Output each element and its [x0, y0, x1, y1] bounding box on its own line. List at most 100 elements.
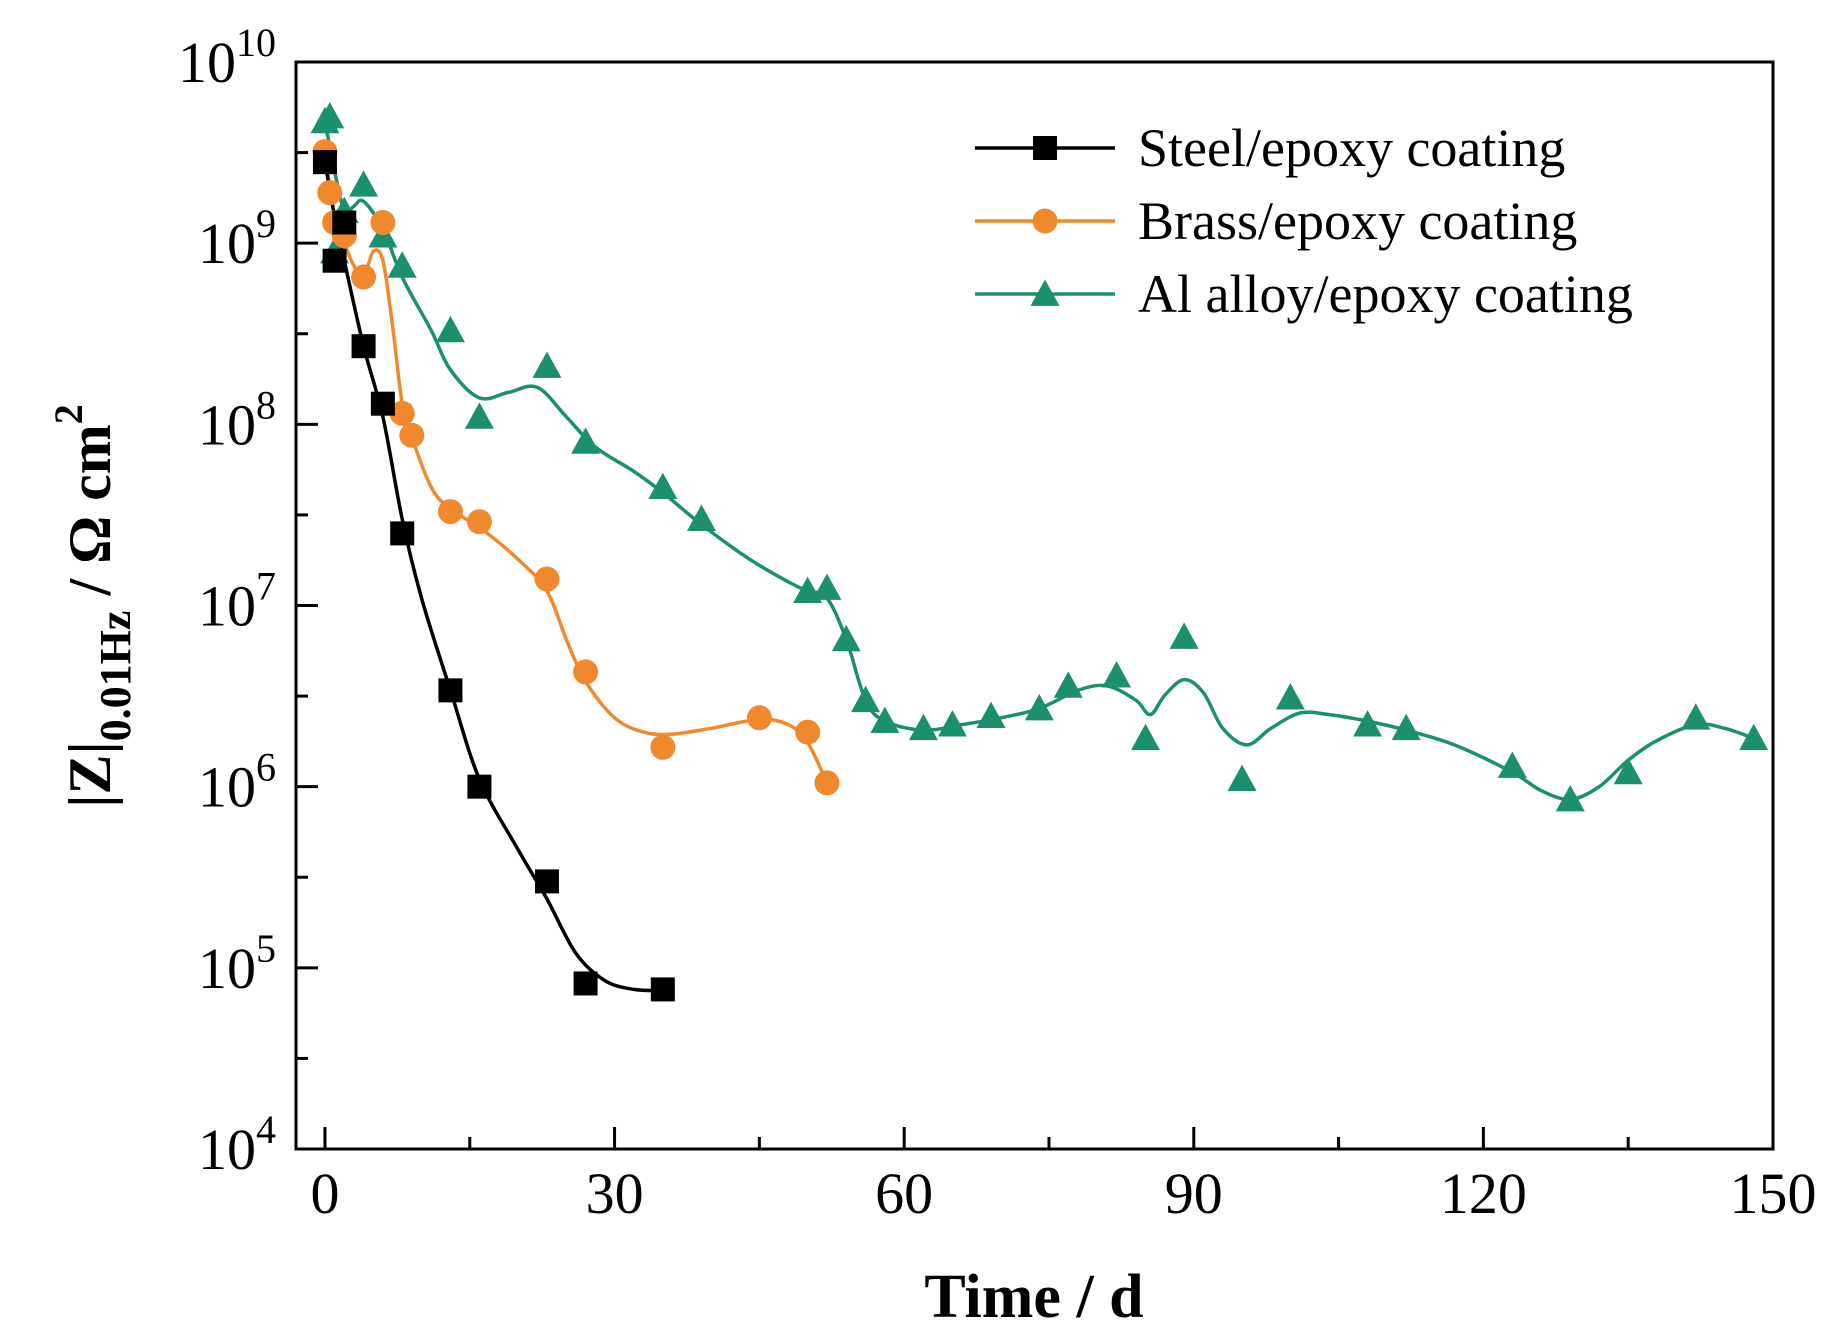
al-alloy-epoxy-coating-point — [464, 402, 494, 429]
brass-epoxy-coating-point — [795, 719, 821, 745]
y-axis-title-unit: / Ω cm — [57, 424, 123, 610]
y-tick-exponent: 8 — [256, 382, 276, 427]
x-axis-title: Time / d — [924, 1263, 1143, 1331]
al-alloy-epoxy-coating-point — [1053, 671, 1083, 698]
steel-epoxy-coating-markers — [312, 150, 675, 1002]
brass-epoxy-coating-point — [399, 422, 425, 448]
al-alloy-epoxy-coating-point — [1681, 703, 1711, 730]
steel-epoxy-coating-line — [323, 161, 663, 993]
al-alloy-epoxy-coating-point — [1131, 723, 1161, 751]
brass-epoxy-coating-point — [466, 509, 492, 535]
al-alloy-epoxy-coating-point — [1169, 622, 1199, 649]
brass-epoxy-coating-point — [389, 400, 415, 426]
brass-epoxy-coating-point — [746, 705, 772, 731]
x-tick-label: 150 — [1730, 1161, 1817, 1226]
steel-epoxy-coating-point — [322, 248, 347, 273]
al-alloy-epoxy-coating-point — [387, 251, 417, 278]
y-tick-label: 106 — [198, 745, 276, 820]
legend-marker — [1030, 279, 1060, 306]
y-tick-base: 10 — [198, 755, 256, 820]
al-alloy-epoxy-coating-point — [648, 472, 678, 500]
y-tick-exponent: 4 — [256, 1107, 276, 1152]
y-tick-exponent: 9 — [256, 201, 276, 246]
brass-epoxy-coating-point — [437, 499, 463, 525]
steel-epoxy-coating-point — [573, 971, 598, 996]
al-alloy-epoxy-coating-point — [1497, 751, 1527, 778]
legend-label: Steel/epoxy coating — [1138, 118, 1565, 178]
series-layer — [310, 102, 1769, 1002]
al-alloy-epoxy-coating-point — [571, 427, 601, 454]
al-alloy-epoxy-coating-point — [851, 685, 881, 713]
brass-epoxy-coating-point — [814, 770, 840, 796]
y-tick-base: 10 — [198, 574, 256, 639]
y-tick-exponent: 7 — [256, 564, 276, 609]
steel-epoxy-coating-point — [312, 150, 337, 175]
steel-epoxy-coating-point — [351, 334, 376, 359]
al-alloy-epoxy-coating-point — [435, 315, 465, 343]
steel-epoxy-coating-point — [534, 869, 559, 894]
al-alloy-epoxy-coating-point — [349, 170, 379, 197]
al-alloy-epoxy-coating-point — [686, 504, 716, 531]
steel-epoxy-coating-point — [467, 774, 492, 799]
al-alloy-epoxy-coating-point — [1391, 713, 1421, 741]
y-tick-base: 10 — [198, 936, 256, 1001]
al-alloy-epoxy-coating-point — [1353, 710, 1383, 737]
al-alloy-epoxy-coating-point — [908, 713, 938, 741]
y-tick-base: 10 — [198, 211, 256, 276]
al-alloy-epoxy-coating-point — [532, 351, 562, 378]
x-tick-label: 0 — [310, 1161, 339, 1226]
al-alloy-epoxy-coating-point — [1555, 784, 1585, 812]
al-alloy-epoxy-coating-point — [831, 624, 861, 652]
y-axis-title: |Z|0.01Hz / Ω cm2 — [46, 404, 140, 808]
al-alloy-epoxy-coating-point — [937, 710, 967, 737]
x-tick-label: 120 — [1440, 1161, 1527, 1226]
y-tick-exponent: 10 — [236, 20, 276, 65]
legend-marker — [1032, 208, 1058, 234]
al-alloy-epoxy-coating-point — [315, 102, 345, 129]
y-tick-label: 104 — [198, 1107, 276, 1182]
y-tick-label: 109 — [198, 201, 276, 276]
brass-epoxy-coating-point — [317, 180, 343, 206]
al-alloy-epoxy-coating-point — [1024, 694, 1054, 721]
y-axis-title-main: |Z| — [57, 741, 123, 807]
steel-epoxy-coating-point — [332, 210, 357, 235]
x-tick-label: 30 — [586, 1161, 644, 1226]
y-tick-exponent: 6 — [256, 745, 276, 790]
brass-epoxy-coating-point — [650, 734, 676, 760]
y-axis-title-subscript: 0.01Hz — [91, 611, 140, 742]
y-tick-base: 10 — [198, 392, 256, 457]
al-alloy-epoxy-coating-point — [1739, 723, 1769, 751]
y-axis-title-superscript: 2 — [46, 404, 91, 424]
al-alloy-epoxy-coating-point — [870, 706, 900, 734]
steel-epoxy-coating-point — [390, 521, 415, 546]
brass-epoxy-coating-point — [573, 659, 599, 685]
y-tick-label: 107 — [198, 564, 276, 639]
legend-label: Al alloy/epoxy coating — [1138, 264, 1633, 324]
x-tick-label: 60 — [875, 1161, 933, 1226]
y-tick-base: 10 — [178, 30, 236, 95]
al-alloy-epoxy-coating-markers — [310, 102, 1769, 812]
legend-label: Brass/epoxy coating — [1138, 191, 1577, 251]
y-tick-label: 108 — [198, 382, 276, 457]
x-tick-label: 90 — [1165, 1161, 1223, 1226]
y-tick-exponent: 5 — [256, 926, 276, 971]
legend: Steel/epoxy coating Brass/epoxy coating Al… — [975, 118, 1633, 324]
al-alloy-epoxy-coating-point — [1227, 764, 1257, 792]
brass-epoxy-coating-point — [370, 210, 396, 236]
al-alloy-epoxy-coating-point — [1275, 683, 1305, 710]
al-alloy-epoxy-coating-point — [1102, 661, 1132, 688]
y-tick-label: 105 — [198, 926, 276, 1001]
brass-epoxy-coating-point — [351, 264, 377, 290]
al-alloy-epoxy-coating-point — [1613, 757, 1643, 785]
steel-epoxy-coating-point — [370, 391, 395, 416]
y-tick-base: 10 — [198, 1117, 256, 1182]
x-axis: 0 30 60 90 120 150 — [310, 1127, 1817, 1226]
steel-epoxy-coating-point — [438, 678, 463, 703]
legend-marker — [1033, 136, 1057, 160]
y-tick-label: 1010 — [178, 20, 276, 95]
steel-epoxy-coating-point — [650, 977, 675, 1002]
brass-epoxy-coating-point — [534, 566, 560, 592]
